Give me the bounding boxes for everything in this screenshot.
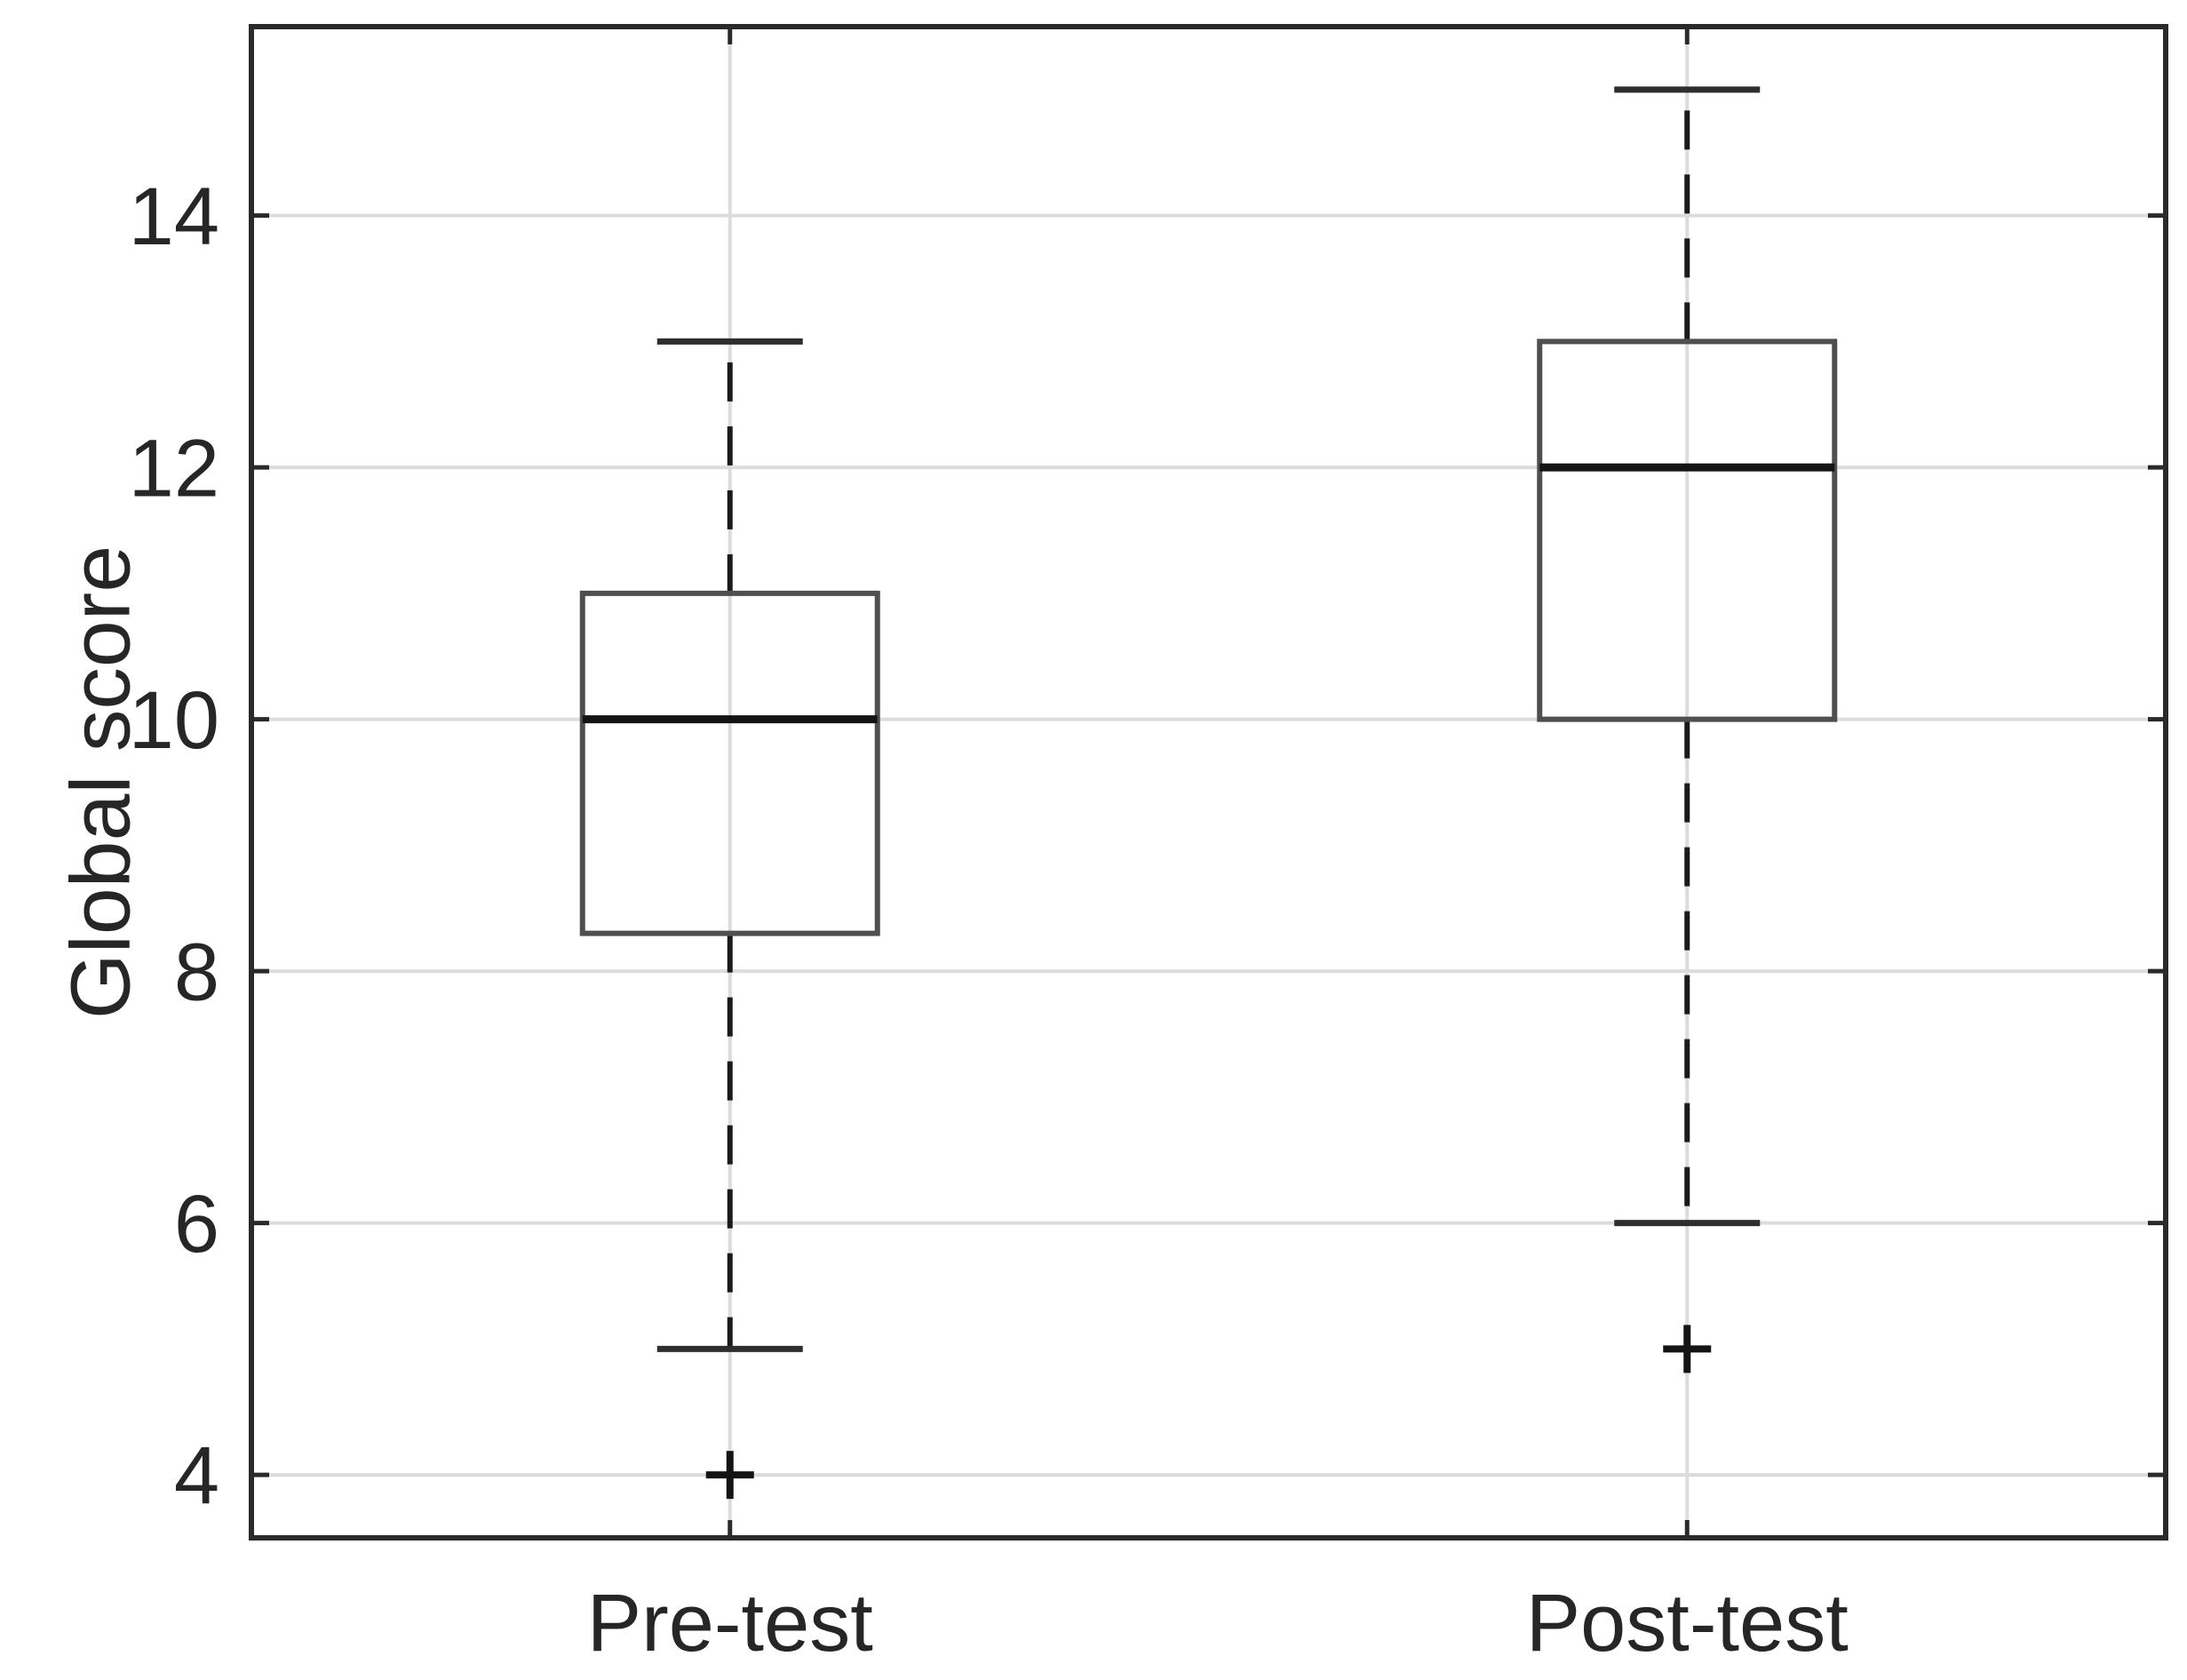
iqr-box [1537, 338, 1838, 722]
y-axis-label: Global score [53, 545, 147, 1019]
x-category-label: Post-test [1526, 1578, 1849, 1668]
y-tick-label: 14 [129, 171, 219, 262]
y-tick-label: 6 [174, 1179, 219, 1270]
y-tick-label: 4 [174, 1430, 219, 1521]
iqr-box [579, 590, 880, 936]
y-tick-label: 12 [129, 423, 219, 514]
y-tick-label: 10 [129, 675, 219, 766]
y-tick-label: 8 [174, 927, 219, 1017]
axes-frame [249, 24, 2168, 1541]
x-category-label: Pre-test [587, 1578, 873, 1668]
